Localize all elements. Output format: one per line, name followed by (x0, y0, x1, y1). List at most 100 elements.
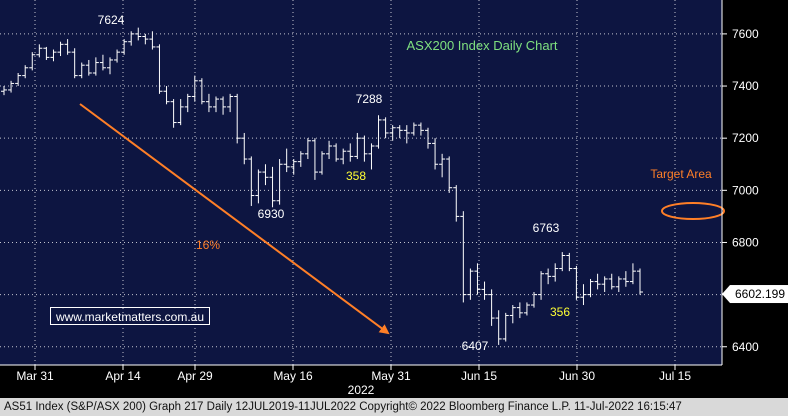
ohlc-bar (184, 93, 191, 113)
ohlc-bar (198, 78, 205, 105)
annotation-label: 16% (196, 238, 220, 252)
ohlc-bar (128, 31, 135, 46)
ohlc-bar (622, 271, 629, 287)
ohlc-bar (516, 302, 523, 319)
ohlc-bar (8, 80, 15, 93)
ohlc-bar (523, 302, 530, 316)
ohlc-bar (587, 278, 594, 298)
ohlc-bar (425, 127, 431, 149)
ohlc-bar (552, 263, 559, 282)
ohlc-bar (559, 252, 566, 272)
target-area-ellipse (661, 202, 725, 220)
trend-arrow (79, 103, 390, 335)
ohlc-bar (191, 75, 198, 102)
ohlc-bar (368, 143, 375, 170)
ohlc-bar (50, 49, 57, 62)
footer-info-bar: AS51 Index (S&P/ASX 200) Graph 217 Daily… (0, 398, 788, 416)
ohlc-bar (326, 140, 333, 160)
ohlc-bar (15, 73, 22, 87)
ohlc-bar (354, 132, 361, 160)
x-tick-label: Jun 15 (461, 369, 497, 383)
ohlc-bar (78, 62, 85, 79)
ohlc-bar (36, 44, 43, 58)
y-tick-label: 7200 (732, 131, 759, 145)
annotation-label: 6763 (533, 221, 560, 235)
y-tick-label: 6800 (732, 235, 759, 249)
ohlc-bar (92, 57, 99, 76)
y-axis: 64006600680070007200740076006602.199 (721, 0, 788, 365)
ohlc-bar (573, 265, 580, 300)
ohlc-bar (107, 57, 113, 75)
ohlc-bar (135, 27, 142, 41)
year-label: 2022 (348, 383, 375, 397)
price-bars (1, 27, 643, 345)
y-tick-label: 7600 (732, 27, 759, 41)
x-tick-label: Jul 15 (659, 369, 691, 383)
ohlc-bar (580, 284, 587, 306)
chart-title: ASX200 Index Daily Chart (406, 38, 557, 53)
last-price-tag: 6602.199 (722, 285, 788, 304)
ohlc-bar (417, 122, 424, 136)
ohlc-bar (283, 148, 290, 173)
annotation-label: 7288 (356, 92, 383, 106)
annotation-label: 358 (346, 169, 366, 183)
ohlc-bar (163, 86, 170, 105)
ohlc-bar (290, 159, 297, 175)
ohlc-bar (241, 132, 248, 165)
ohlc-bar (276, 159, 283, 205)
ohlc-bar (467, 268, 474, 300)
ohlc-bar (432, 138, 439, 170)
y-tick-label: 7000 (732, 183, 759, 197)
ohlc-bar (234, 93, 241, 144)
plot-area (0, 0, 722, 365)
ohlc-bar (177, 99, 184, 126)
ohlc-bar (389, 125, 396, 141)
x-tick-label: May 16 (273, 369, 313, 383)
ohlc-bar (601, 276, 608, 292)
annotation-label: 356 (550, 305, 570, 319)
ohlc-bar (213, 96, 219, 113)
annotation-label: Target Area (650, 167, 712, 181)
ohlc-bar (114, 49, 121, 63)
ohlc-bar (410, 122, 417, 136)
y-tick-label: 6400 (732, 340, 759, 354)
ohlc-bar (170, 99, 177, 128)
x-tick-label: Apr 29 (177, 369, 213, 383)
ohlc-bar (255, 169, 262, 204)
ohlc-bar (495, 310, 502, 345)
watermark-link[interactable]: www.marketmatters.com.au (50, 307, 210, 325)
x-tick-label: Jun 30 (559, 369, 595, 383)
ohlc-bar (22, 65, 29, 79)
ohlc-bar (538, 271, 545, 300)
annotation-label: 6930 (258, 207, 285, 221)
ohlc-bar (460, 211, 467, 303)
ohlc-bar (403, 125, 410, 144)
ohlc-bar (340, 148, 347, 165)
ohlc-bar (594, 273, 601, 290)
ohlc-bar (227, 93, 234, 113)
ohlc-bar (205, 93, 212, 113)
ohlc-bar (608, 273, 615, 290)
ohlc-bar (531, 292, 537, 308)
ohlc-bar (474, 263, 481, 295)
last-price-label: 6602.199 (735, 287, 785, 301)
grid-lines (0, 0, 722, 365)
ohlc-bar (481, 281, 488, 300)
x-axis: Mar 31 Apr 14 Apr 29 May 16 May 31 Jun 15 Jun … (0, 364, 722, 383)
ohlc-bar (615, 276, 622, 292)
ohlc-bar (64, 39, 71, 55)
ohlc-bar (453, 185, 460, 222)
ohlc-bar (220, 96, 227, 115)
ohlc-bar (43, 46, 50, 60)
ohlc-bar (509, 305, 516, 324)
ohlc-bar (439, 153, 446, 178)
ohlc-bar (311, 138, 318, 180)
ohlc-bar (85, 59, 92, 76)
ohlc-bar (502, 312, 509, 342)
last-price-box (730, 285, 788, 304)
ohlc-bar (347, 143, 354, 162)
x-tick-label: Apr 14 (105, 369, 141, 383)
annotation-label: 7624 (98, 13, 125, 27)
ohlc-bar (488, 289, 495, 326)
